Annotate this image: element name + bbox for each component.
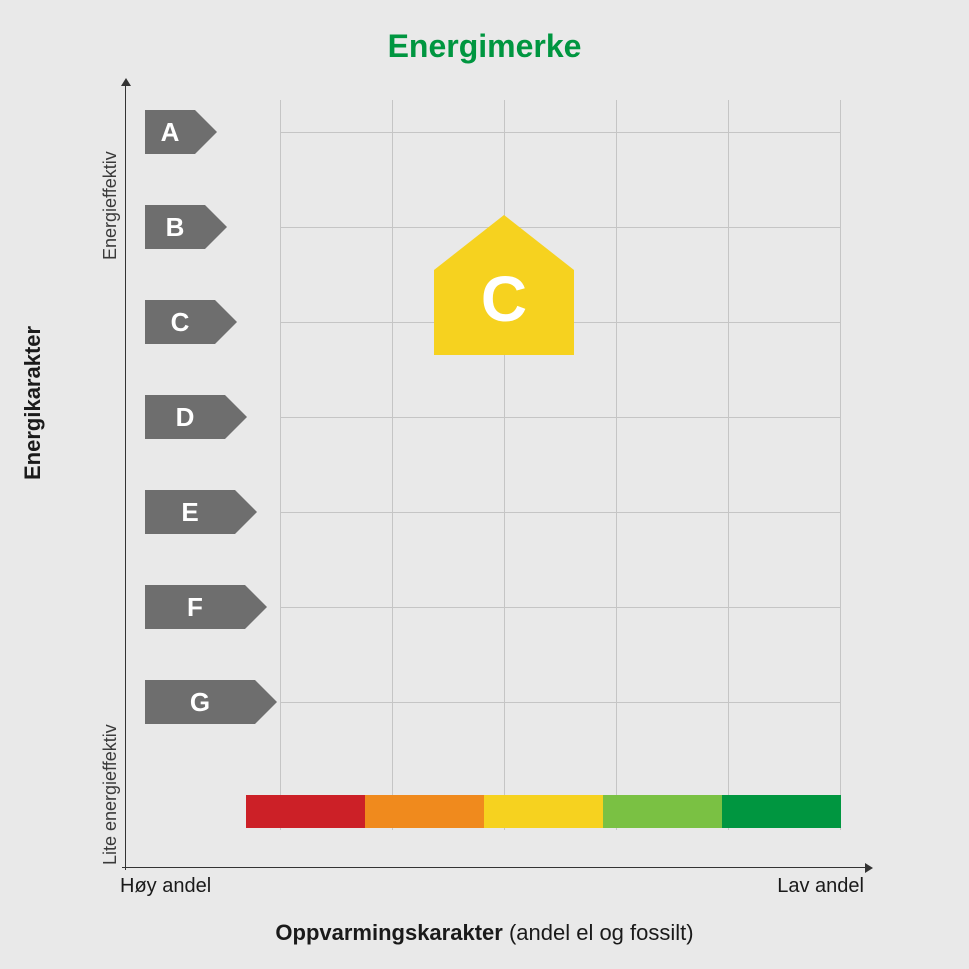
grid-line-vertical — [728, 100, 729, 830]
grade-tag-c: C — [145, 300, 215, 344]
grid-line-vertical — [280, 100, 281, 830]
grade-tag-g: G — [145, 680, 255, 724]
grid-line-horizontal — [280, 132, 840, 133]
grade-tag-e: E — [145, 490, 235, 534]
grid-line-vertical — [504, 100, 505, 830]
grid-line-vertical — [392, 100, 393, 830]
scale-segment-1 — [365, 795, 484, 828]
scale-segment-3 — [603, 795, 722, 828]
grid-line-horizontal — [280, 702, 840, 703]
grade-tag-d: D — [145, 395, 225, 439]
x-axis-label-bold: Oppvarmingskarakter — [275, 920, 502, 945]
grid-line-horizontal — [280, 607, 840, 608]
chart-title: Energimerke — [0, 28, 969, 65]
x-axis-label-rest: (andel el og fossilt) — [503, 920, 694, 945]
y-axis-label-inefficient: Lite energieffektiv — [100, 724, 121, 865]
x-axis-arrow-icon — [865, 863, 873, 873]
y-axis-label: Energikarakter — [20, 326, 46, 480]
grade-tag-b: B — [145, 205, 205, 249]
grid-line-vertical — [616, 100, 617, 830]
grid-line-horizontal — [280, 417, 840, 418]
y-axis-arrow-icon — [121, 78, 131, 86]
x-axis-line — [122, 867, 868, 868]
x-axis-label: Oppvarmingskarakter (andel el og fossilt… — [0, 920, 969, 946]
rating-letter: C — [434, 262, 574, 336]
scale-segment-4 — [722, 795, 841, 828]
grade-tag-f: F — [145, 585, 245, 629]
y-axis-line — [125, 82, 126, 870]
grid-line-horizontal — [280, 512, 840, 513]
y-axis-label-efficient: Energieffektiv — [100, 151, 121, 260]
grade-tag-a: A — [145, 110, 195, 154]
scale-segment-2 — [484, 795, 603, 828]
scale-segment-0 — [246, 795, 365, 828]
grid-line-vertical — [840, 100, 841, 830]
x-axis-label-low: Lav andel — [777, 875, 864, 898]
energy-label-chart: Energimerke Energikarakter Energieffekti… — [0, 0, 969, 969]
x-axis-label-high: Høy andel — [120, 875, 211, 898]
